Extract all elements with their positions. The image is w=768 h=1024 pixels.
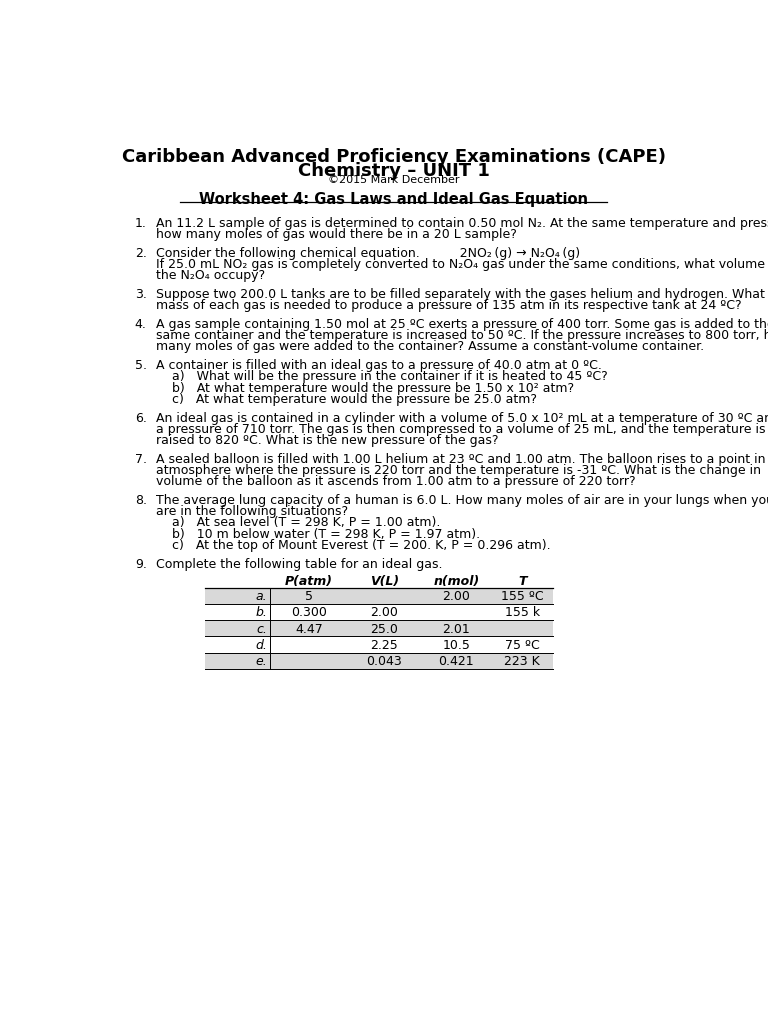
Text: 4.: 4.	[134, 318, 147, 331]
Text: e.: e.	[256, 655, 267, 668]
Text: 2.: 2.	[134, 247, 147, 260]
Text: A gas sample containing 1.50 mol at 25 ºC exerts a pressure of 400 torr. Some ga: A gas sample containing 1.50 mol at 25 º…	[157, 318, 768, 331]
Text: c.: c.	[257, 623, 267, 636]
Text: c)   At the top of Mount Everest (T = 200. K, P = 0.296 atm).: c) At the top of Mount Everest (T = 200.…	[172, 539, 551, 552]
Text: 6.: 6.	[134, 412, 147, 425]
Text: a)   At sea level (T = 298 K, P = 1.00 atm).: a) At sea level (T = 298 K, P = 1.00 atm…	[172, 516, 440, 529]
Text: 2.01: 2.01	[442, 623, 470, 636]
Text: same container and the temperature is increased to 50 ºC. If the pressure increa: same container and the temperature is in…	[157, 330, 768, 342]
Bar	[204, 621, 553, 637]
Text: how many moles of gas would there be in a 20 L sample?: how many moles of gas would there be in …	[157, 228, 518, 241]
Text: 9.: 9.	[134, 557, 147, 570]
Text: Complete the following table for an ideal gas.: Complete the following table for an idea…	[157, 557, 443, 570]
Text: Caribbean Advanced Proficiency Examinations (CAPE): Caribbean Advanced Proficiency Examinati…	[121, 147, 666, 166]
Text: 2.25: 2.25	[370, 639, 398, 652]
Text: 4.47: 4.47	[295, 623, 323, 636]
Text: 8.: 8.	[134, 494, 147, 507]
Text: Chemistry – UNIT 1: Chemistry – UNIT 1	[298, 162, 489, 180]
Text: ©2015 Mark December: ©2015 Mark December	[328, 175, 459, 185]
Text: 0.421: 0.421	[439, 655, 474, 668]
Text: many moles of gas were added to the container? Assume a constant-volume containe: many moles of gas were added to the cont…	[157, 340, 704, 353]
Bar	[204, 588, 553, 604]
Text: 3.: 3.	[134, 288, 147, 301]
Text: atmosphere where the pressure is 220 torr and the temperature is -31 ºC. What is: atmosphere where the pressure is 220 tor…	[157, 464, 761, 477]
Text: 2.00: 2.00	[442, 590, 470, 603]
Text: T: T	[518, 574, 527, 588]
Text: 5: 5	[305, 590, 313, 603]
Text: 155 ºC: 155 ºC	[501, 590, 544, 603]
Text: P(atm): P(atm)	[285, 574, 333, 588]
Text: n(mol): n(mol)	[433, 574, 479, 588]
Text: Consider the following chemical equation.          2NO₂ (g) → N₂O₄ (g): Consider the following chemical equation…	[157, 247, 581, 260]
Text: d.: d.	[256, 639, 267, 652]
Text: Suppose two 200.0 L tanks are to be filled separately with the gases helium and : Suppose two 200.0 L tanks are to be fill…	[157, 288, 766, 301]
Text: 5.: 5.	[134, 359, 147, 373]
Text: the N₂O₄ occupy?: the N₂O₄ occupy?	[157, 269, 266, 283]
Text: mass of each gas is needed to produce a pressure of 135 atm in its respective ta: mass of each gas is needed to produce a …	[157, 299, 742, 312]
Text: Worksheet 4: Gas Laws and Ideal Gas Equation: Worksheet 4: Gas Laws and Ideal Gas Equa…	[199, 193, 588, 207]
Text: 223 K: 223 K	[505, 655, 540, 668]
Text: The average lung capacity of a human is 6.0 L. How many moles of air are in your: The average lung capacity of a human is …	[157, 494, 768, 507]
Text: c)   At what temperature would the pressure be 25.0 atm?: c) At what temperature would the pressur…	[172, 393, 537, 406]
Text: a.: a.	[256, 590, 267, 603]
Text: 155 k: 155 k	[505, 606, 540, 620]
Text: An 11.2 L sample of gas is determined to contain 0.50 mol N₂. At the same temper: An 11.2 L sample of gas is determined to…	[157, 217, 768, 229]
Text: volume of the balloon as it ascends from 1.00 atm to a pressure of 220 torr?: volume of the balloon as it ascends from…	[157, 475, 636, 488]
Text: If 25.0 mL NO₂ gas is completely converted to N₂O₄ gas under the same conditions: If 25.0 mL NO₂ gas is completely convert…	[157, 258, 768, 271]
Text: a)   What will be the pressure in the container if it is heated to 45 ºC?: a) What will be the pressure in the cont…	[172, 371, 607, 383]
Text: b)   At what temperature would the pressure be 1.50 x 10² atm?: b) At what temperature would the pressur…	[172, 382, 574, 394]
Text: A sealed balloon is filled with 1.00 L helium at 23 ºC and 1.00 atm. The balloon: A sealed balloon is filled with 1.00 L h…	[157, 453, 768, 466]
Text: b)   10 m below water (T = 298 K, P = 1.97 atm).: b) 10 m below water (T = 298 K, P = 1.97…	[172, 527, 480, 541]
Text: raised to 820 ºC. What is the new pressure of the gas?: raised to 820 ºC. What is the new pressu…	[157, 434, 499, 446]
Text: 10.5: 10.5	[442, 639, 470, 652]
Text: a pressure of 710 torr. The gas is then compressed to a volume of 25 mL, and the: a pressure of 710 torr. The gas is then …	[157, 423, 766, 436]
Text: 0.043: 0.043	[366, 655, 402, 668]
Text: 7.: 7.	[134, 453, 147, 466]
Text: b.: b.	[256, 606, 267, 620]
Text: 75 ºC: 75 ºC	[505, 639, 540, 652]
Text: A container is filled with an ideal gas to a pressure of 40.0 atm at 0 ºC.: A container is filled with an ideal gas …	[157, 359, 602, 373]
Text: 2.00: 2.00	[370, 606, 399, 620]
Text: An ideal gas is contained in a cylinder with a volume of 5.0 x 10² mL at a tempe: An ideal gas is contained in a cylinder …	[157, 412, 768, 425]
Text: 1.: 1.	[134, 217, 147, 229]
Bar	[204, 652, 553, 669]
Text: 0.300: 0.300	[291, 606, 327, 620]
Text: are in the following situations?: are in the following situations?	[157, 505, 349, 518]
Text: V(L): V(L)	[369, 574, 399, 588]
Text: 25.0: 25.0	[370, 623, 399, 636]
